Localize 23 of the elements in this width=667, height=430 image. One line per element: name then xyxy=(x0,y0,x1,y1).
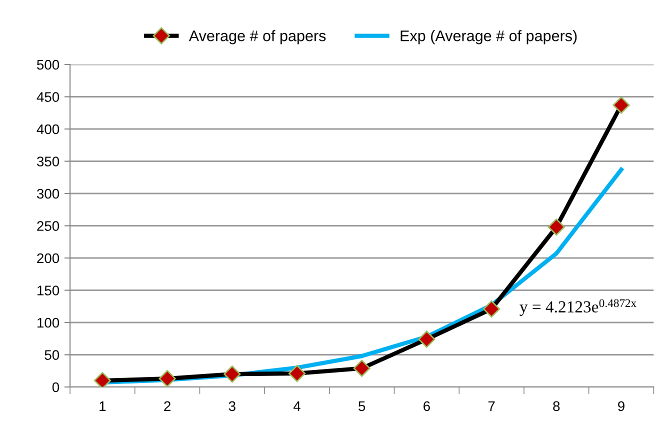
x-tick-label: 9 xyxy=(618,401,624,412)
annotation: y = 4.2123e$^{0.4872x}$ xyxy=(520,299,636,316)
legend-label: Exp (Average # of papers) xyxy=(400,30,577,44)
x-tick-label: 5 xyxy=(358,401,366,412)
y-tick-label: 50 xyxy=(44,350,60,360)
y-tick-label: 0 xyxy=(52,382,60,392)
y-tick-label: 350 xyxy=(36,156,60,166)
y-tick-label: 150 xyxy=(38,286,60,296)
x-tick-label: 1 xyxy=(100,401,106,411)
y-tick-label: 400 xyxy=(36,124,60,134)
x-tick-label: 6 xyxy=(424,401,430,412)
x-tick-label: 7 xyxy=(488,401,495,411)
y-tick-label: 250 xyxy=(37,221,60,231)
y-tick-label: 500 xyxy=(37,60,60,70)
legend-label: Average # of papers xyxy=(188,30,326,44)
y-tick-label: 300 xyxy=(36,188,60,199)
x-tick-label: 2 xyxy=(164,401,170,411)
x-tick-label: 4 xyxy=(293,401,300,411)
y-tick-label: 100 xyxy=(38,318,60,328)
y-tick-label: 450 xyxy=(36,92,60,102)
x-tick-label: 8 xyxy=(553,401,560,412)
y-tick-label: 200 xyxy=(37,253,60,264)
x-tick-label: 3 xyxy=(228,401,236,412)
